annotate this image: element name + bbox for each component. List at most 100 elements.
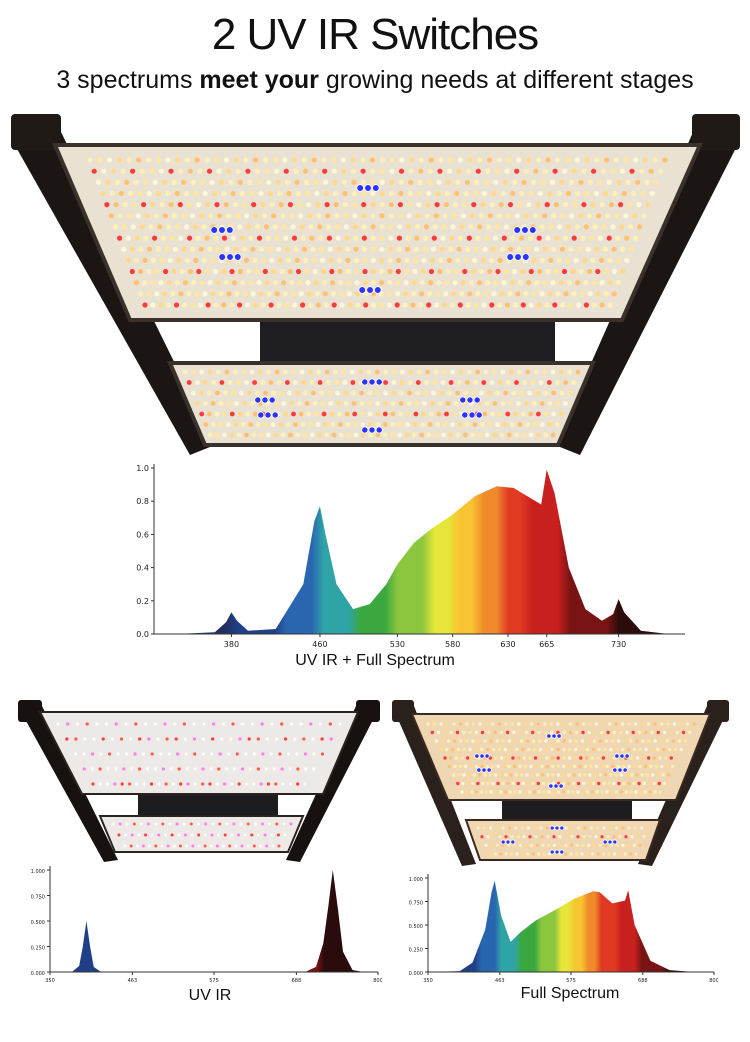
led-dot [490, 843, 494, 847]
led-dot [495, 422, 500, 427]
led-dot [304, 268, 310, 275]
led-dot [603, 747, 607, 752]
led-dot [253, 157, 259, 163]
led-dot [248, 280, 254, 286]
led-dot [556, 739, 560, 743]
led-dot [186, 782, 190, 786]
led-dot [375, 432, 381, 438]
led-dot [621, 190, 628, 197]
led-dot [184, 752, 188, 756]
led-dot [226, 291, 232, 297]
led-dot [300, 422, 306, 427]
led-array-bottom [182, 369, 581, 438]
led-dot [569, 213, 575, 219]
led-dot [281, 401, 286, 406]
led-dot [353, 235, 359, 241]
led-dot [445, 401, 451, 406]
led-dot [218, 291, 224, 297]
led-dot [575, 302, 582, 308]
led-dot [647, 756, 651, 760]
led-dot [193, 782, 197, 786]
led-dot [640, 722, 644, 726]
led-dot [556, 730, 560, 735]
led-dot [229, 737, 233, 741]
led-dot [512, 179, 518, 185]
led-dot [382, 432, 388, 438]
led-dot [508, 790, 512, 794]
led-dot [280, 767, 284, 771]
led-dot [503, 790, 508, 794]
led-dot [457, 235, 464, 241]
led-blue-dot [559, 825, 565, 831]
led-dot [514, 826, 518, 830]
led-dot [547, 843, 551, 847]
led-dot [623, 852, 627, 856]
led-dot [228, 179, 234, 185]
led-dot [502, 422, 508, 427]
led-dot [193, 767, 197, 771]
led-dot [341, 168, 347, 174]
spectrum-area [50, 870, 364, 972]
led-dot [157, 782, 161, 786]
led-dot [264, 280, 270, 286]
led-blue-dot [361, 426, 369, 434]
led-dot [275, 822, 279, 826]
led-dot [282, 822, 286, 826]
led-dot [251, 432, 257, 438]
led-dot [564, 843, 568, 847]
led-dot [516, 835, 520, 839]
led-dot [581, 843, 585, 847]
led-dot [525, 773, 529, 777]
led-dot [598, 843, 602, 847]
led-dot [465, 756, 470, 760]
led-dot [591, 280, 597, 286]
led-dot [429, 257, 436, 263]
x-tick-label: 688 [638, 978, 648, 984]
led-dot [406, 401, 412, 406]
led-dot [570, 835, 574, 839]
led-dot [247, 179, 253, 185]
led-dot [125, 257, 131, 263]
led-dot [555, 401, 561, 406]
led-dot [581, 730, 585, 735]
led-dot [492, 369, 497, 375]
led-dot [422, 401, 427, 406]
led-dot [513, 411, 518, 417]
led-dot [441, 302, 448, 308]
led-dot [609, 773, 613, 777]
led-dot [256, 737, 260, 741]
led-dot [494, 224, 501, 230]
led-dot [284, 246, 290, 252]
led-dot [301, 380, 307, 385]
led-dot [159, 202, 165, 208]
led-dot [617, 739, 621, 743]
led-dot [398, 179, 404, 185]
led-dot [618, 852, 622, 856]
led-dot [193, 257, 199, 263]
led-dot [370, 268, 376, 275]
led-dot [150, 280, 156, 286]
led-dot [301, 246, 307, 252]
led-dot [587, 781, 591, 786]
spectrum-area [176, 469, 669, 634]
led-dot [532, 739, 536, 743]
led-dot [578, 268, 584, 275]
led-dot [478, 213, 484, 219]
led-dot [150, 752, 154, 756]
led-dot [391, 390, 396, 396]
led-dot [232, 369, 238, 375]
led-dot [532, 747, 537, 752]
led-dot [497, 380, 503, 385]
led-dot [539, 401, 545, 406]
led-blue-dot [554, 849, 560, 855]
led-dot [524, 730, 529, 735]
led-dot [489, 302, 495, 308]
led-dot [201, 224, 207, 230]
led-dot [616, 179, 622, 185]
led-dot [306, 411, 312, 417]
led-dot [649, 190, 655, 197]
led-dot [289, 401, 294, 406]
led-dot [129, 737, 133, 741]
led-dot [182, 722, 186, 726]
led-dot [624, 835, 628, 839]
